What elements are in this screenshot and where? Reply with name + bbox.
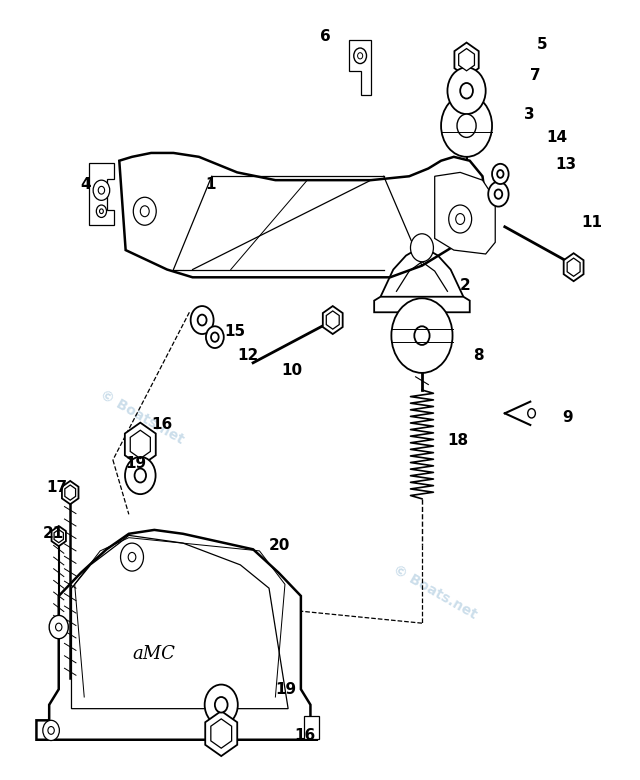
Circle shape — [56, 623, 62, 631]
Text: 1: 1 — [205, 176, 216, 192]
Polygon shape — [62, 481, 79, 504]
Circle shape — [128, 552, 136, 562]
Circle shape — [125, 457, 156, 495]
Polygon shape — [119, 153, 486, 278]
Circle shape — [358, 53, 363, 59]
Circle shape — [93, 180, 109, 200]
Polygon shape — [52, 526, 66, 546]
Text: 2: 2 — [460, 278, 471, 292]
Text: 16: 16 — [151, 417, 172, 432]
Text: 19: 19 — [275, 682, 296, 697]
Polygon shape — [125, 423, 156, 466]
Text: 11: 11 — [581, 215, 602, 230]
Polygon shape — [304, 716, 319, 739]
Circle shape — [48, 726, 54, 734]
Text: 10: 10 — [282, 363, 303, 378]
Circle shape — [414, 326, 429, 345]
Circle shape — [456, 214, 465, 225]
Polygon shape — [131, 431, 150, 459]
Polygon shape — [36, 530, 317, 739]
Text: 5: 5 — [537, 37, 547, 51]
Circle shape — [198, 314, 207, 325]
Text: 17: 17 — [46, 480, 67, 495]
Polygon shape — [54, 530, 63, 543]
Circle shape — [97, 205, 106, 218]
Polygon shape — [349, 41, 371, 94]
Text: 9: 9 — [562, 410, 573, 424]
Circle shape — [134, 469, 146, 483]
Circle shape — [354, 48, 367, 63]
Circle shape — [441, 94, 492, 157]
Circle shape — [449, 205, 472, 233]
Text: 16: 16 — [294, 729, 316, 743]
Text: 19: 19 — [125, 456, 147, 471]
Polygon shape — [211, 719, 232, 748]
Circle shape — [99, 186, 104, 194]
Polygon shape — [205, 711, 237, 756]
Circle shape — [460, 83, 473, 98]
Polygon shape — [72, 535, 288, 709]
Circle shape — [206, 326, 224, 348]
Polygon shape — [567, 258, 580, 276]
Circle shape — [49, 615, 68, 639]
Polygon shape — [323, 306, 342, 334]
Text: 13: 13 — [556, 157, 577, 172]
Text: 3: 3 — [524, 107, 534, 122]
Circle shape — [457, 114, 476, 137]
Polygon shape — [435, 172, 495, 254]
Text: 12: 12 — [237, 348, 259, 363]
Text: 14: 14 — [546, 130, 567, 145]
Circle shape — [211, 332, 219, 342]
Circle shape — [133, 197, 156, 225]
Text: 8: 8 — [473, 348, 484, 363]
Polygon shape — [90, 163, 113, 225]
Circle shape — [215, 697, 228, 713]
Circle shape — [492, 164, 509, 184]
Circle shape — [100, 209, 103, 214]
Text: 21: 21 — [43, 526, 64, 541]
Text: 15: 15 — [225, 324, 246, 339]
Text: © Boats.net: © Boats.net — [97, 388, 186, 447]
Text: 18: 18 — [447, 433, 468, 448]
Circle shape — [140, 206, 149, 217]
Text: 20: 20 — [269, 538, 291, 553]
Circle shape — [497, 170, 504, 178]
Circle shape — [191, 306, 214, 334]
Circle shape — [205, 685, 238, 725]
Circle shape — [43, 720, 60, 740]
Polygon shape — [564, 254, 584, 281]
Circle shape — [410, 234, 433, 262]
Polygon shape — [65, 485, 76, 500]
Polygon shape — [454, 43, 479, 76]
Text: 6: 6 — [320, 29, 331, 44]
Text: 4: 4 — [80, 176, 91, 192]
Polygon shape — [326, 311, 339, 329]
Circle shape — [528, 409, 536, 418]
Circle shape — [488, 182, 509, 207]
Circle shape — [447, 67, 486, 114]
Polygon shape — [459, 48, 474, 71]
Circle shape — [495, 190, 502, 199]
Circle shape — [392, 298, 452, 373]
Text: © Boats.net: © Boats.net — [390, 562, 479, 622]
Text: 7: 7 — [531, 68, 541, 83]
Polygon shape — [374, 296, 470, 312]
Text: aMC: aMC — [133, 645, 176, 663]
Circle shape — [120, 543, 143, 571]
